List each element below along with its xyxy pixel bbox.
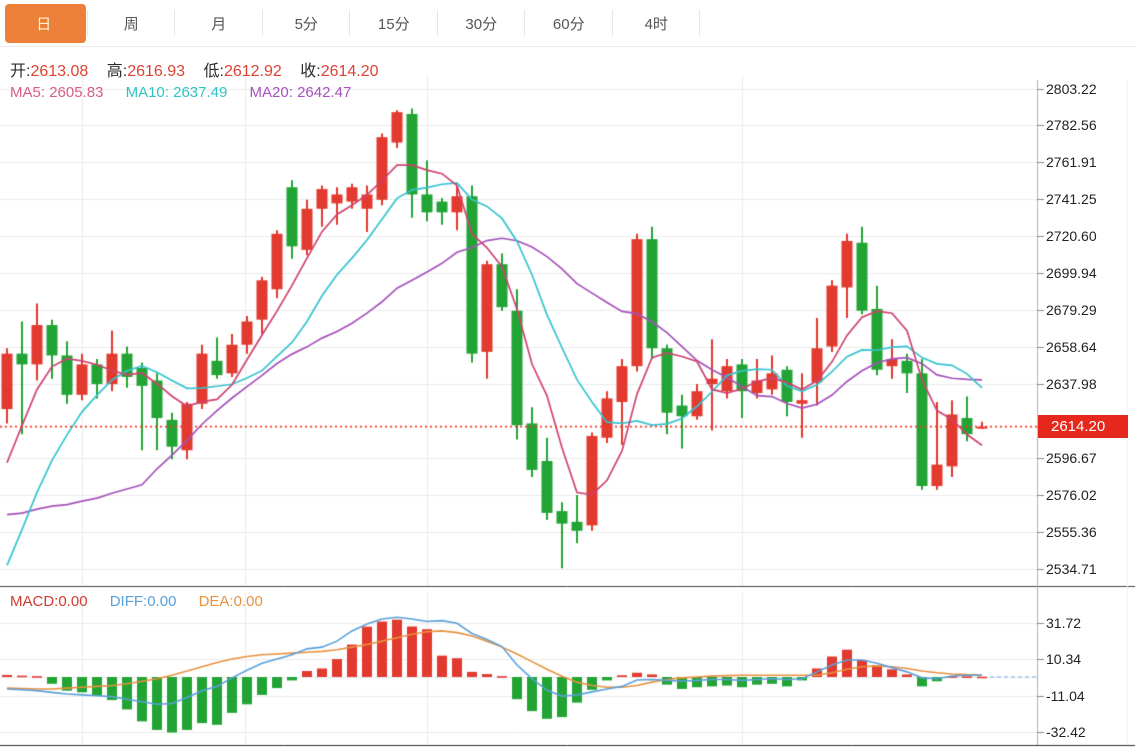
open-label: 开:	[10, 63, 31, 80]
price-tick-label: 2720.60	[1046, 228, 1097, 245]
diff-value: DIFF:0.00	[109, 593, 177, 610]
price-tick-label: 2534.71	[1046, 560, 1097, 577]
ma-summary: MA5: 2605.83 MA10: 2637.49 MA20: 2642.47	[10, 84, 351, 101]
macd-tick-label: -11.04	[1046, 687, 1085, 704]
price-tick-label: 2679.29	[1046, 302, 1097, 319]
macd-tick-label: 31.72	[1046, 614, 1082, 631]
tab-month[interactable]: 月	[175, 0, 263, 46]
macd-tick-label: 10.34	[1046, 651, 1082, 668]
low-label: 低:	[203, 63, 224, 80]
tab-5min[interactable]: 5分	[263, 0, 351, 46]
ma10-value: MA10: 2637.49	[125, 84, 228, 101]
price-tick-label: 2761.91	[1046, 154, 1097, 171]
price-tick-label: 2658.64	[1046, 339, 1097, 356]
timeframe-tabbar: 日 周 月 5分 15分 30分 60分 4时	[0, 0, 1135, 47]
price-tick-label: 2576.02	[1046, 486, 1097, 503]
price-tick-label: 2596.67	[1046, 450, 1097, 467]
macd-value: MACD:0.00	[10, 593, 88, 610]
open-value: 2613.08	[30, 63, 89, 80]
tab-15min[interactable]: 15分	[350, 0, 438, 46]
high-value: 2616.93	[127, 63, 186, 80]
macd-summary: MACD:0.00 DIFF:0.00 DEA:0.00	[10, 593, 263, 610]
close-value: 2614.20	[320, 63, 379, 80]
close-label: 收:	[300, 63, 321, 80]
ma20-value: MA20: 2642.47	[249, 84, 352, 101]
tab-30min[interactable]: 30分	[438, 0, 526, 46]
macd-tick-label: -32.42	[1046, 724, 1086, 741]
ohlc-summary: 开:2613.08 高:2616.93 低:2612.92 收:2614.20	[10, 57, 393, 81]
tab-day[interactable]: 日	[0, 0, 88, 46]
ma5-value: MA5: 2605.83	[10, 84, 104, 101]
price-tick-label: 2741.25	[1046, 191, 1097, 208]
price-tick-label: 2637.98	[1046, 376, 1097, 393]
price-tick-label: 2699.94	[1046, 265, 1097, 282]
dea-value: DEA:0.00	[198, 593, 263, 610]
price-tick-label: 2803.22	[1046, 80, 1097, 97]
tab-60min[interactable]: 60分	[525, 0, 613, 46]
current-price-badge: 2614.20	[1038, 415, 1128, 439]
tab-week[interactable]: 周	[88, 0, 176, 46]
price-tick-label: 2555.36	[1046, 523, 1097, 540]
high-label: 高:	[106, 63, 128, 80]
tab-4hour[interactable]: 4时	[613, 0, 701, 46]
price-tick-label: 2782.56	[1046, 117, 1097, 134]
low-value: 2612.92	[223, 63, 282, 80]
